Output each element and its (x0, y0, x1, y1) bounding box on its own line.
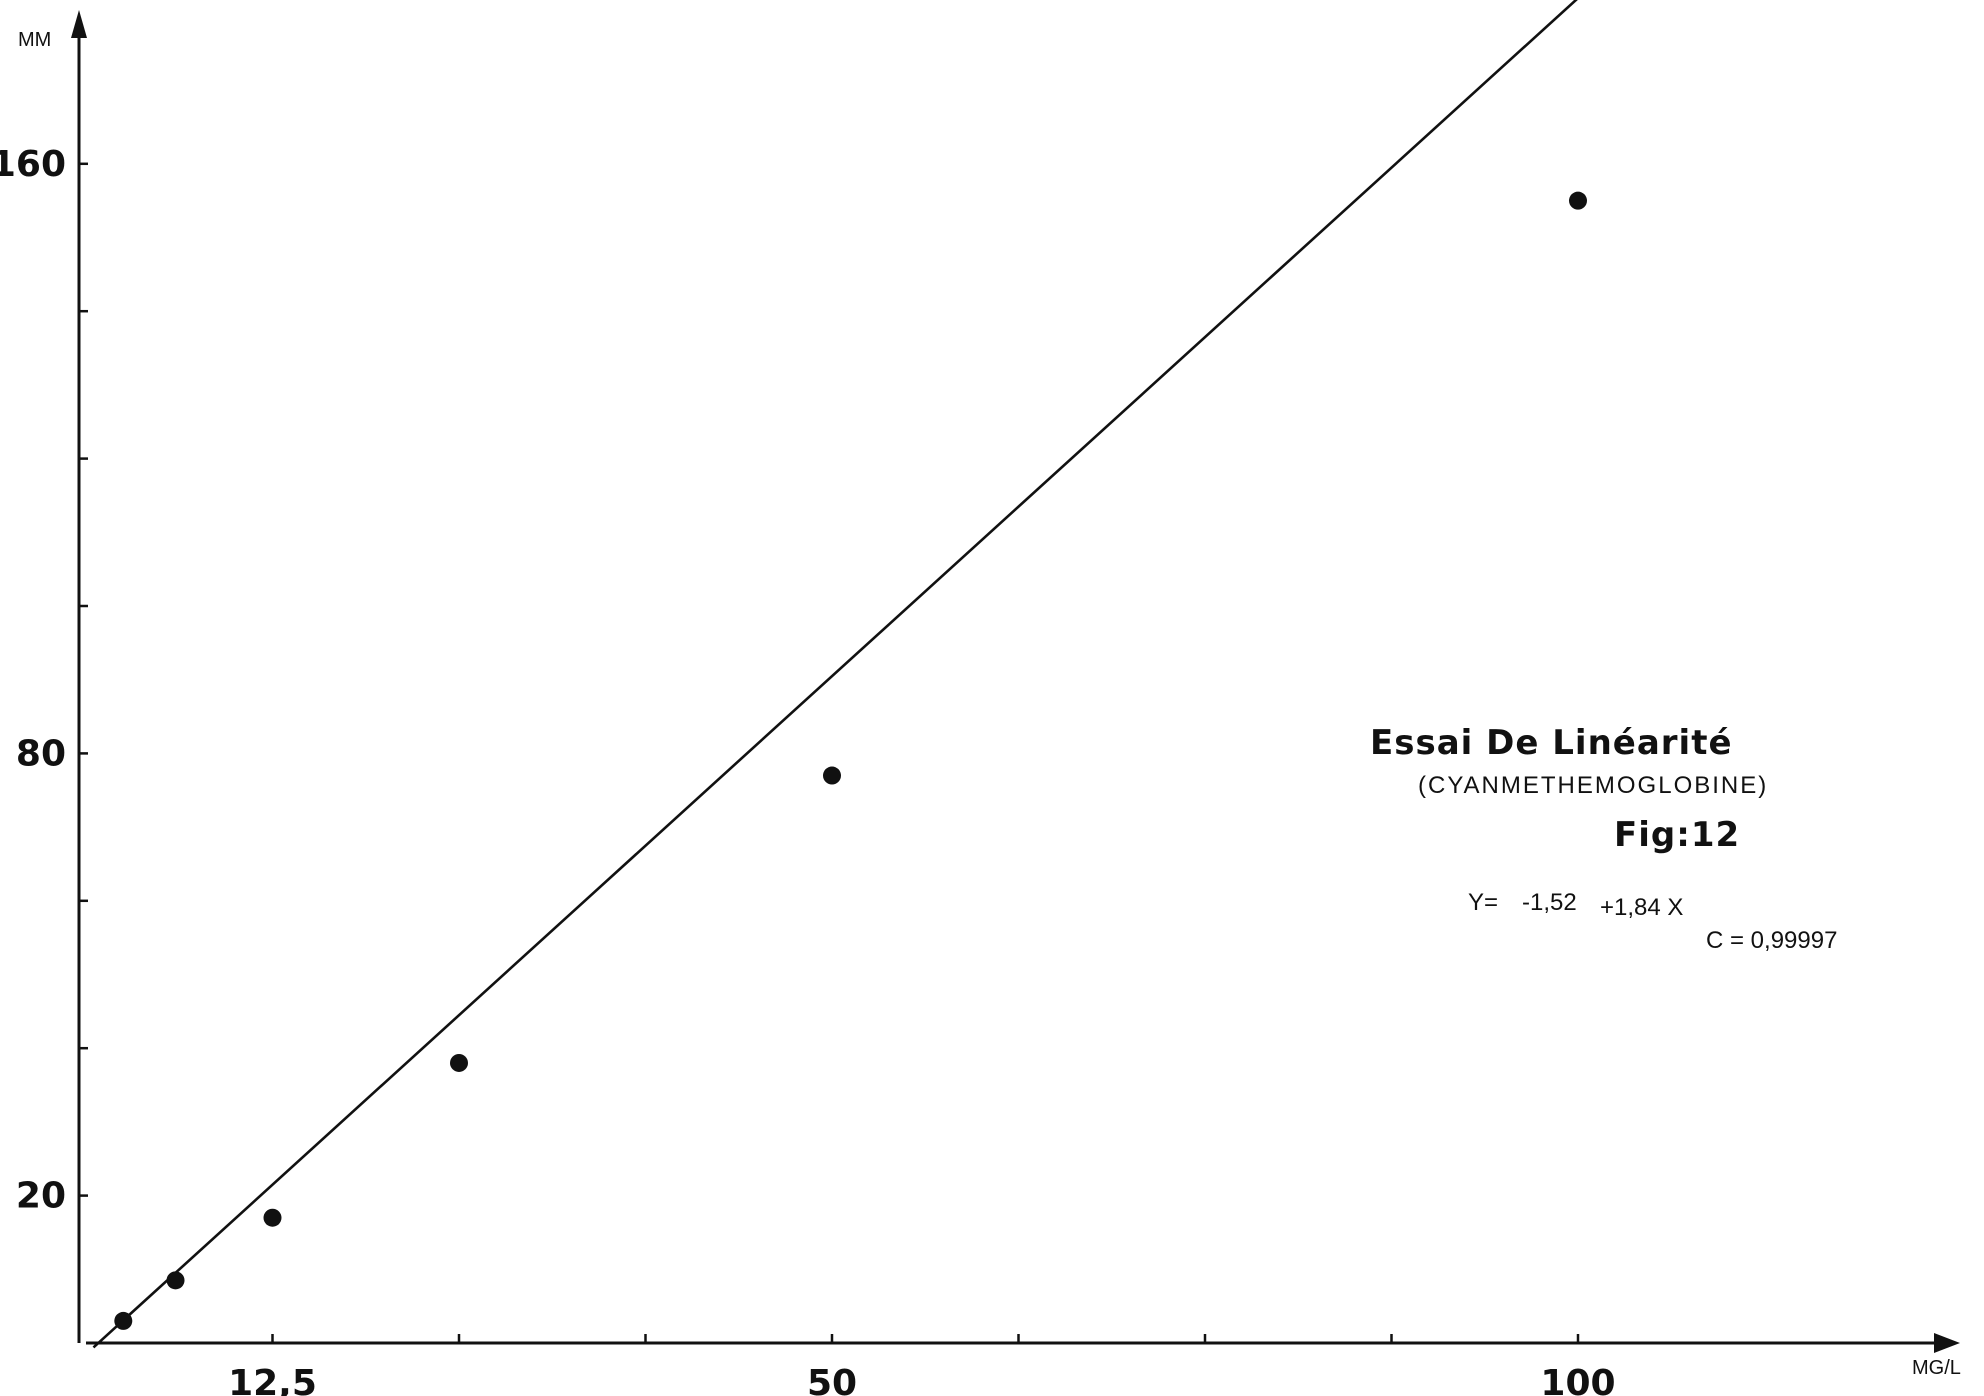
data-points (114, 191, 1587, 1330)
chart-subtitle: (CYANMETHEMOGLOBINE) (1418, 772, 1768, 799)
data-point (166, 1271, 185, 1290)
axes (71, 10, 1960, 1353)
y-axis-label: MM (18, 29, 51, 51)
data-point (263, 1208, 282, 1227)
data-point (1569, 191, 1587, 210)
y-tick-label: 20 (16, 1176, 66, 1217)
data-point (450, 1053, 468, 1072)
x-tick-label: 100 (1540, 1363, 1615, 1396)
x-axis-label: MG/L (1912, 1357, 1961, 1379)
data-point (823, 766, 841, 785)
y-tick-label: 80 (16, 733, 66, 774)
chart-title: Essai De Linéarité (1370, 723, 1733, 763)
tick-labels: 12,5 50 100 20 80 160 (0, 144, 1616, 1396)
y-axis-arrow-icon (71, 10, 87, 38)
data-point (114, 1311, 133, 1330)
equation-prefix: Y= (1468, 889, 1498, 916)
equation-intercept: -1,52 (1522, 889, 1577, 916)
x-tick-label: 12,5 (228, 1363, 317, 1396)
correlation-coefficient: C = 0,99997 (1706, 927, 1837, 954)
regression-line (92, 0, 1578, 1349)
x-tick-label: 50 (807, 1363, 857, 1396)
figure-label: Fig:12 (1614, 815, 1740, 855)
equation-slope: +1,84 X (1600, 894, 1683, 921)
ticks (79, 162, 1580, 1343)
chart-annotation: Essai De Linéarité (CYANMETHEMOGLOBINE) … (1370, 723, 1837, 954)
x-axis-arrow-icon (1934, 1333, 1960, 1353)
y-tick-label: 160 (0, 144, 66, 185)
